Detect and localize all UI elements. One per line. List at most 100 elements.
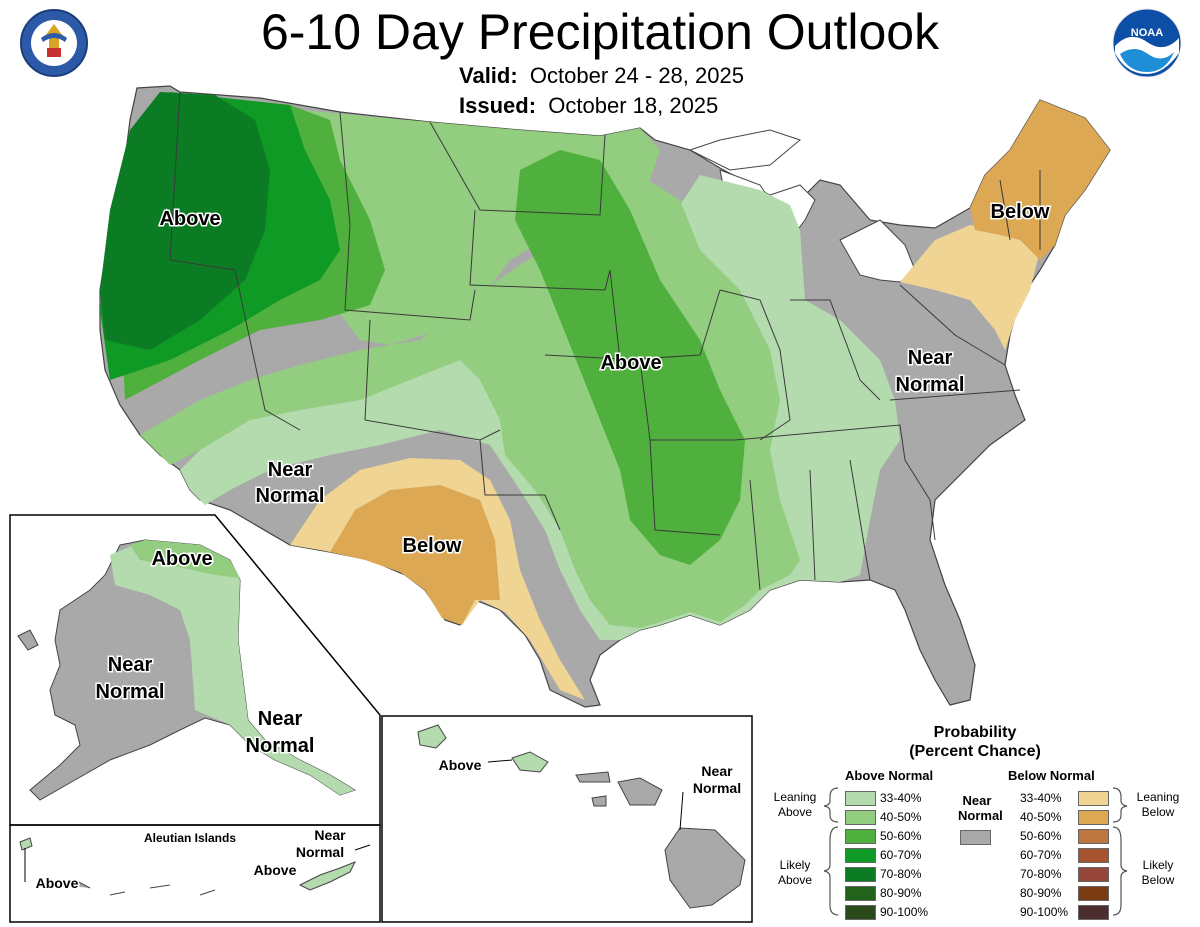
legend-above-range-label: 50-60% [880,829,922,843]
aleutian-inset [9,824,381,923]
legend-above-swatch [845,867,876,882]
issued-date: Issued: October 18, 2025 [459,93,718,119]
label-southwest-near-2: Normal [256,485,325,507]
aleutian-near-pointer [354,844,371,851]
label-hawaii-near-2: Normal [693,780,741,796]
alaska-inset [9,514,381,826]
hawaii-lanai [591,795,607,807]
hawaii-big-island [664,827,746,909]
valid-label: Valid: [459,63,518,88]
label-hawaii-near-1: Near [701,763,733,779]
legend-likely-below-2: Below [1141,873,1175,887]
legend-above-swatch [845,810,876,825]
legend-leaning-below-1: Leaning [1136,790,1180,804]
hawaii-molokai [575,771,611,783]
label-alaska-se-near-2: Normal [246,735,315,757]
label-central-above: Above [600,352,661,374]
legend-title: Probability (Percent Chance) [880,723,1070,761]
legend-below-range-label: 70-80% [1020,867,1062,881]
legend-below-swatch [1078,848,1109,863]
legend-above-swatch [845,905,876,920]
below-sw-40-50 [330,485,500,625]
legend-below-swatch [1078,810,1109,825]
legend-leaning-below: Leaning Below [1133,790,1183,820]
legend-below-braces [1112,787,1128,916]
legend-title-line2: (Percent Chance) [909,743,1041,760]
superior-region [688,129,802,171]
label-northeast-below: Below [991,201,1050,223]
aleutian-above-shape [298,861,357,891]
label-southwest-below: Below [403,535,462,557]
legend-near-swatch [960,830,991,845]
label-east-near-1: Near [908,347,953,369]
legend-above-swatch [845,829,876,844]
aleutian-inset-frame [9,824,381,923]
legend-above-header: Above Normal [845,768,934,783]
legend-above-range-label: 40-50% [880,810,922,824]
legend-below-range-label: 33-40% [1020,791,1062,805]
legend-above-braces [823,787,839,916]
hawaii-pointer-line [487,759,513,763]
legend-likely-below: Likely Below [1133,858,1183,888]
hawaii-inset-frame [381,715,753,923]
hawaii-near-pointer [679,791,684,831]
label-aleutian-above-right: Above [254,862,297,878]
legend-likely-above-1: Likely [779,858,811,872]
label-alaska-above: Above [151,548,212,570]
legend-above-range-label: 70-80% [880,867,922,881]
state-boundaries [169,91,1041,591]
legend-near-line1: Near [962,793,992,808]
legend-below-range-label: 40-50% [1020,810,1062,824]
noaa-logo-icon: NOAA [1112,8,1182,78]
label-aleutian-near-2: Normal [296,844,344,860]
legend-below-swatch [1078,829,1109,844]
page-title: 6-10 Day Precipitation Outlook [260,4,940,60]
legend-leaning-above-2: Above [777,805,813,819]
label-alaska-near-1: Near [108,654,153,676]
commerce-seal-icon [20,9,88,77]
above-70-80-area [100,92,270,350]
legend-title-line1: Probability [933,724,1017,741]
label-alaska-near-2: Normal [96,681,165,703]
legend-above-range-label: 90-100% [880,905,929,919]
legend-above-swatch [845,791,876,806]
legend-likely-above-2: Above [777,873,813,887]
legend-above-range-label: 60-70% [880,848,922,862]
alaska-above-33-40 [110,540,355,795]
aleutian-islands-shapes [59,879,216,896]
legend-below-swatch [1078,791,1109,806]
label-alaska-se-near-1: Near [258,708,303,730]
issued-label: Issued: [459,93,537,118]
legend-likely-above: Likely Above [770,858,820,888]
legend-below-swatch [1078,886,1109,901]
alaska-inset-frame [9,514,381,826]
above-central-50-60 [515,150,745,565]
valid-value: October 24 - 28, 2025 [529,63,744,88]
label-hawaii-above: Above [439,757,482,773]
legend-leaning-above: Leaning Above [770,790,820,820]
legend-leaning-below-2: Below [1141,805,1175,819]
label-east-near-2: Normal [896,374,965,396]
legend-above-swatch [845,886,876,901]
label-west-above: Above [159,208,220,230]
valid-dates: Valid: October 24 - 28, 2025 [459,63,744,89]
legend-below-range-label: 60-70% [1020,848,1062,862]
legend-leaning-above-1: Leaning [773,790,817,804]
alaska-island [17,629,39,651]
legend-below-range-label: 90-100% [1020,905,1069,919]
alaska-above-40-50 [130,540,240,578]
legend-below-range-label: 50-60% [1020,829,1062,843]
legend-below-swatch [1078,867,1109,882]
legend-below-header: Below Normal [1008,768,1095,783]
label-aleutian-title: Aleutian Islands [144,831,236,845]
legend-above-range-label: 80-90% [880,886,922,900]
legend-near-line2: Normal [958,808,1003,823]
legend-above-swatch [845,848,876,863]
label-aleutian-above-left: Above [36,875,79,891]
legend-above-range-label: 33-40% [880,791,922,805]
hawaii-maui [617,777,663,806]
legend-near-header: Near Normal [958,793,1003,823]
legend-below-range-label: 80-90% [1020,886,1062,900]
hawaii-oahu [511,751,549,773]
